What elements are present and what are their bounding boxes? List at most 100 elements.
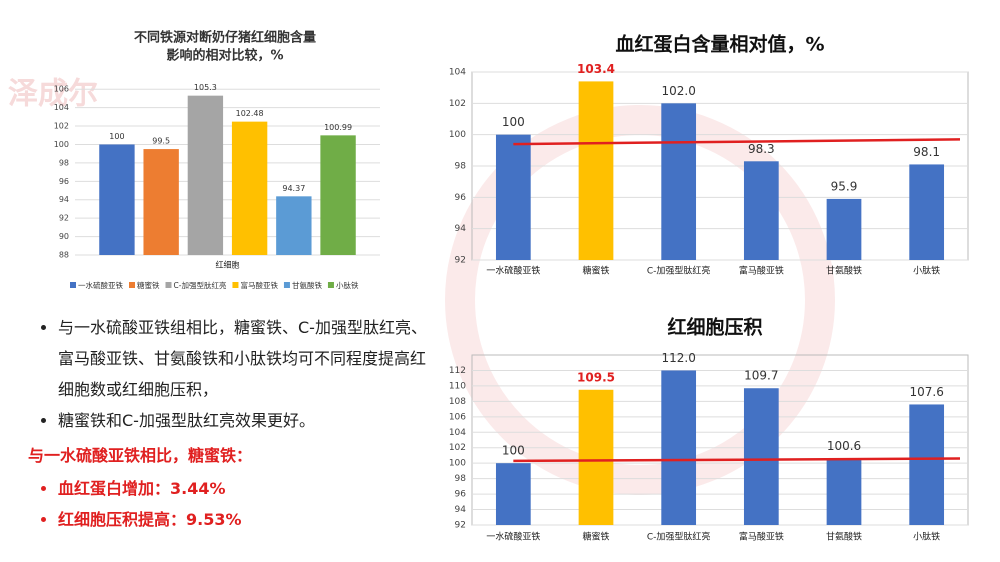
trend-line: [513, 457, 961, 463]
legend-swatch: [283, 282, 290, 288]
y-tick-label: 104: [449, 68, 466, 78]
bullets: 与一水硫酸亚铁组相比，糖蜜铁、C-加强型肽红亮、富马酸亚铁、甘氨酸铁和小肽铁均可…: [28, 312, 438, 436]
chart-title: 血红蛋白含量相对值，%: [615, 33, 824, 56]
value-label: 99.5: [152, 137, 170, 146]
highlight-list: 血红蛋白增加：3.44% 红细胞压积提高：9.53%: [28, 473, 438, 535]
value-label: 100: [109, 132, 124, 141]
value-label: 98.3: [748, 142, 775, 156]
y-tick-label: 98: [455, 162, 467, 172]
value-label: 94.37: [282, 184, 305, 193]
bullet: 糖蜜铁和C-加强型肽红亮效果更好。: [58, 405, 438, 436]
y-tick-label: 102: [54, 122, 69, 131]
legend-swatch: [327, 282, 334, 288]
y-tick-label: 92: [455, 521, 466, 531]
legend-label: C-加强型肽红亮: [174, 280, 227, 290]
y-tick-label: 98: [59, 158, 69, 167]
y-tick-label: 112: [449, 366, 466, 376]
y-tick-label: 106: [54, 85, 69, 94]
chart-title: 影响的相对比较，%: [166, 48, 283, 64]
y-tick-label: 96: [59, 177, 69, 186]
value-label: 109.5: [577, 370, 615, 384]
x-tick-label: 糖蜜铁: [582, 265, 609, 277]
bar: [320, 135, 356, 255]
y-tick-label: 100: [449, 130, 466, 140]
logo-bg: [445, 105, 835, 495]
y-tick-label: 100: [54, 140, 69, 149]
y-tick-label: 100: [449, 459, 466, 469]
value-label: 103.4: [577, 62, 615, 76]
legend-label: 富马酸亚铁: [240, 280, 278, 290]
bar: [578, 389, 614, 525]
x-tick-label: 小肽铁: [913, 265, 940, 277]
x-tick-label: 红细胞: [216, 260, 240, 270]
value-label: 100.6: [827, 439, 861, 453]
bar: [231, 121, 268, 255]
bar: [276, 196, 312, 255]
x-tick-label: 糖蜜铁: [582, 531, 609, 543]
y-tick-label: 96: [455, 490, 467, 500]
highlight-item: 血红蛋白增加：3.44%: [58, 473, 438, 504]
bullet: 与一水硫酸亚铁组相比，糖蜜铁、C-加强型肽红亮、富马酸亚铁、甘氨酸铁和小肽铁均可…: [58, 312, 438, 405]
highlight-heading: 与一水硫酸亚铁相比，糖蜜铁：: [28, 446, 253, 465]
y-tick-label: 106: [449, 412, 466, 422]
y-tick-label: 94: [455, 224, 467, 234]
value-label: 100: [502, 115, 525, 129]
bar: [661, 103, 697, 260]
y-tick-label: 110: [449, 381, 466, 391]
bar: [826, 198, 862, 260]
legend-label: 糖蜜铁: [137, 280, 160, 290]
value-label: 102.48: [236, 109, 264, 118]
chart-title: 不同铁源对断奶仔猪红细胞含量: [134, 30, 316, 46]
bar: [578, 81, 614, 261]
legend-label: 甘氨酸铁: [292, 280, 322, 290]
y-tick-label: 90: [59, 232, 69, 241]
highlight-item: 红细胞压积提高：9.53%: [58, 504, 438, 535]
x-tick-label: 甘氨酸铁: [826, 531, 862, 543]
value-label: 109.7: [744, 369, 778, 383]
y-tick-label: 94: [455, 505, 467, 515]
y-tick-label: 92: [455, 256, 466, 266]
legend-label: 小肽铁: [336, 280, 359, 290]
bar: [909, 164, 945, 260]
y-tick-label: 104: [54, 103, 69, 112]
bar: [826, 458, 862, 525]
bar: [661, 370, 697, 525]
bar: [187, 95, 224, 255]
value-label: 98.1: [913, 145, 940, 159]
value-label: 100.99: [324, 123, 352, 132]
value-label: 100: [502, 444, 525, 458]
text-block: 与一水硫酸亚铁组相比，糖蜜铁、C-加强型肽红亮、富马酸亚铁、甘氨酸铁和小肽铁均可…: [28, 312, 438, 535]
y-tick-label: 108: [449, 397, 466, 407]
value-label: 95.9: [831, 179, 858, 193]
watermark: 泽成尔: [8, 77, 98, 112]
y-tick-label: 102: [449, 443, 466, 453]
bar: [743, 388, 779, 525]
value-label: 107.6: [909, 385, 943, 399]
bar: [495, 134, 531, 260]
trend-line: [513, 138, 961, 146]
x-tick-label: 富马酸亚铁: [739, 265, 784, 277]
value-label: 112.0: [661, 351, 695, 365]
y-tick-label: 96: [455, 193, 467, 203]
legend-swatch: [129, 282, 135, 288]
bar: [495, 463, 531, 525]
legend-label: 一水硫酸亚铁: [78, 280, 123, 290]
bar: [909, 404, 945, 525]
legend-swatch: [165, 282, 172, 288]
chart-title: 红细胞压积: [667, 316, 762, 339]
x-tick-label: C-加强型肽红亮: [647, 531, 711, 543]
x-tick-label: 一水硫酸亚铁: [486, 265, 540, 277]
y-tick-label: 102: [449, 99, 466, 109]
x-tick-label: 富马酸亚铁: [739, 531, 784, 543]
bar: [99, 144, 135, 255]
value-label: 105.3: [194, 83, 217, 92]
y-tick-label: 94: [59, 195, 69, 204]
x-tick-label: 甘氨酸铁: [826, 265, 862, 277]
y-tick-label: 92: [59, 214, 69, 223]
bar: [143, 149, 179, 255]
x-tick-label: 一水硫酸亚铁: [486, 531, 540, 543]
x-tick-label: C-加强型肽红亮: [647, 265, 711, 277]
legend-swatch: [232, 282, 239, 288]
y-tick-label: 98: [455, 474, 467, 484]
